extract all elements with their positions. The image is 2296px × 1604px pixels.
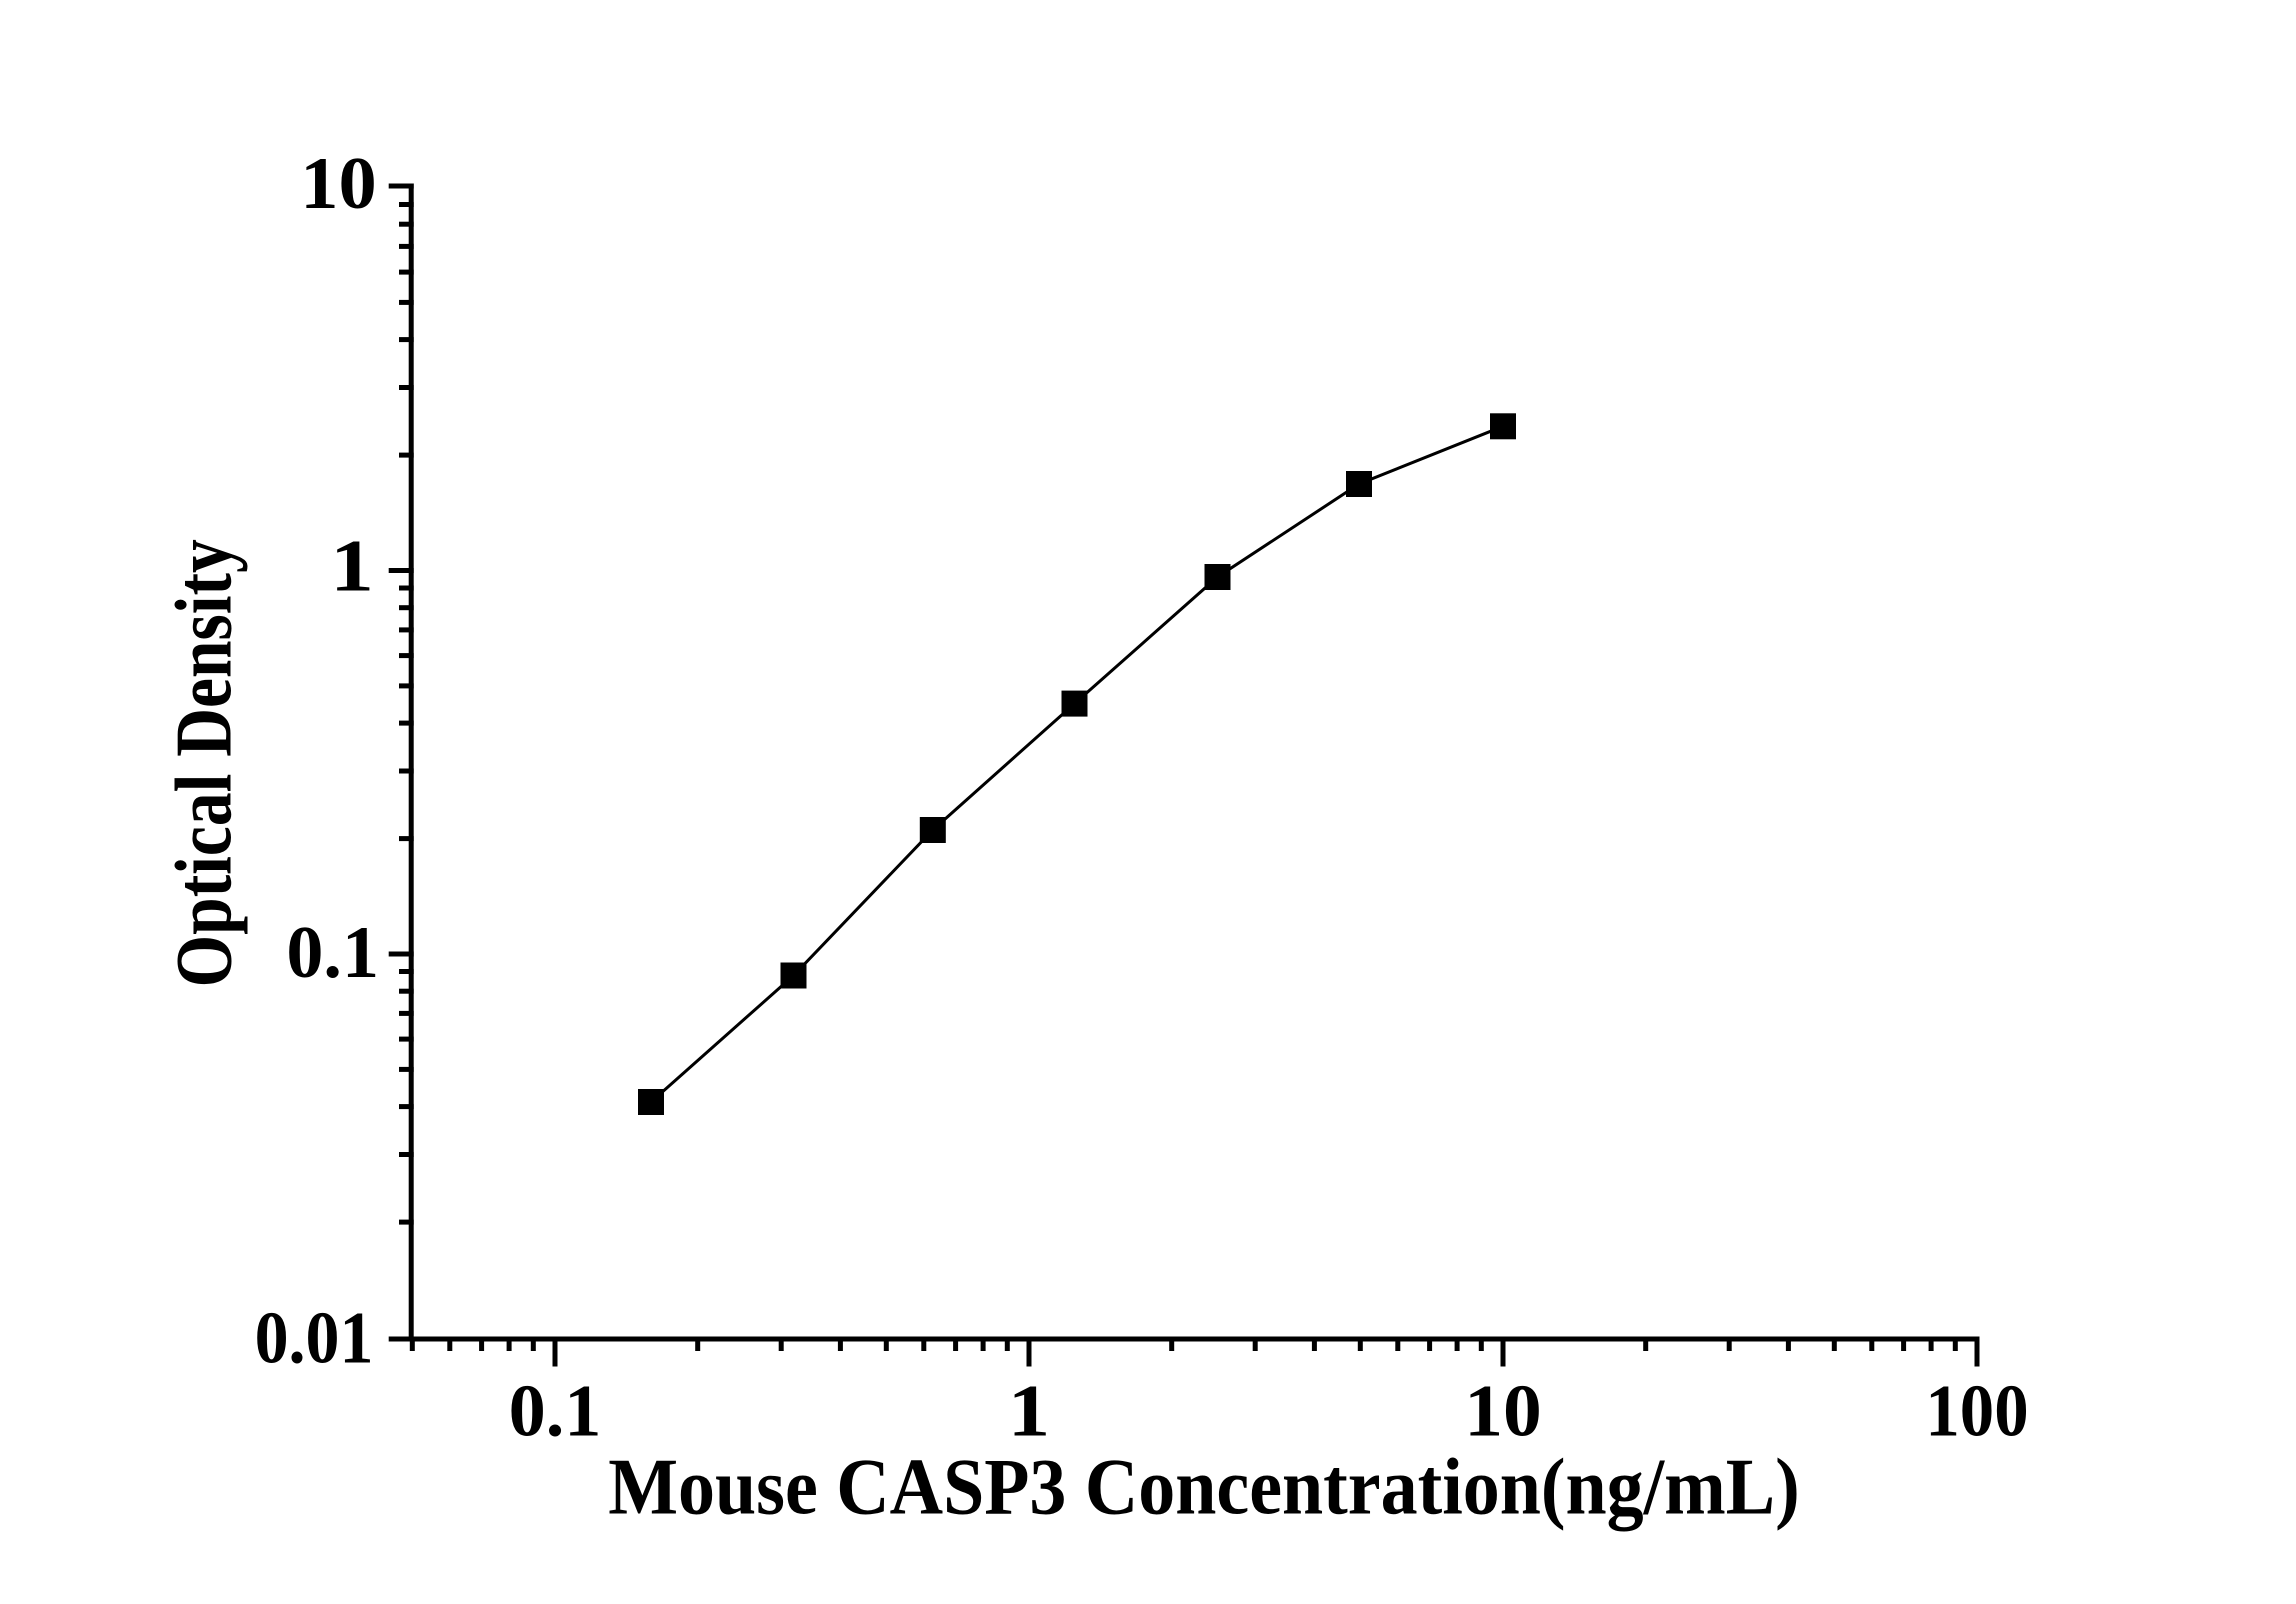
svg-text:1: 1 bbox=[1008, 1371, 1050, 1453]
svg-text:0.01: 0.01 bbox=[255, 1298, 374, 1380]
svg-text:1: 1 bbox=[330, 526, 374, 608]
svg-text:0.1: 0.1 bbox=[509, 1371, 602, 1453]
svg-text:100: 100 bbox=[1925, 1371, 2028, 1453]
svg-text:10: 10 bbox=[300, 143, 376, 225]
svg-text:0.1: 0.1 bbox=[286, 912, 379, 994]
svg-text:10: 10 bbox=[1464, 1371, 1542, 1453]
svg-text:Mouse CASP3 Concentration(ng/m: Mouse CASP3 Concentration(ng/mL) bbox=[608, 1442, 1800, 1532]
svg-text:Optical Density: Optical Density bbox=[159, 539, 249, 987]
